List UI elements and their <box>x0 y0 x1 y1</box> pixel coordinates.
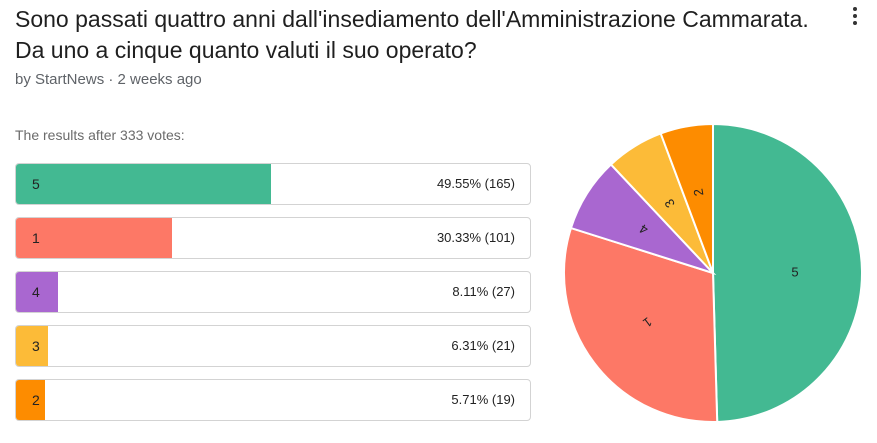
pie-slice-2 <box>659 122 714 274</box>
poll-title: Sono passati quattro anni dall'insediame… <box>15 6 809 63</box>
results-list: 5 49.55% (165) 1 30.33% (101) 4 8.11% (2… <box>15 163 531 433</box>
pie-slice-1 <box>563 226 719 423</box>
option-result: 5.71% (19) <box>451 392 515 407</box>
option-result: 8.11% (27) <box>452 284 515 299</box>
option-label: 2 <box>32 392 40 408</box>
option-label: 3 <box>32 338 40 354</box>
result-option[interactable]: 2 5.71% (19) <box>15 379 531 421</box>
result-option[interactable]: 1 30.33% (101) <box>15 217 531 259</box>
result-option[interactable]: 5 49.55% (165) <box>15 163 531 205</box>
result-bar <box>16 380 46 420</box>
result-bar <box>16 326 49 366</box>
result-bar <box>16 164 271 204</box>
option-label: 5 <box>32 176 40 192</box>
result-bar <box>16 272 58 312</box>
option-result: 30.33% (101) <box>436 230 515 245</box>
more-vert-icon-dot <box>853 21 857 25</box>
result-option[interactable]: 4 8.11% (27) <box>15 271 531 313</box>
result-bar <box>16 218 172 258</box>
poll-meta: by StartNews · 2 weeks ago <box>15 71 202 88</box>
pie-slice-5 <box>712 122 863 423</box>
option-result: 49.55% (165) <box>436 176 515 191</box>
results-summary: The results after 333 votes: <box>15 127 185 143</box>
option-label: 1 <box>32 230 40 246</box>
more-vert-icon-dot <box>853 14 857 18</box>
option-label: 4 <box>32 284 40 300</box>
option-result: 6.31% (21) <box>451 338 515 353</box>
more-options-button[interactable] <box>843 4 867 28</box>
more-vert-icon <box>853 7 857 11</box>
result-option[interactable]: 3 6.31% (21) <box>15 325 531 367</box>
pie-label-5: 5 <box>791 264 798 279</box>
pie-label-2: 2 <box>690 187 706 197</box>
